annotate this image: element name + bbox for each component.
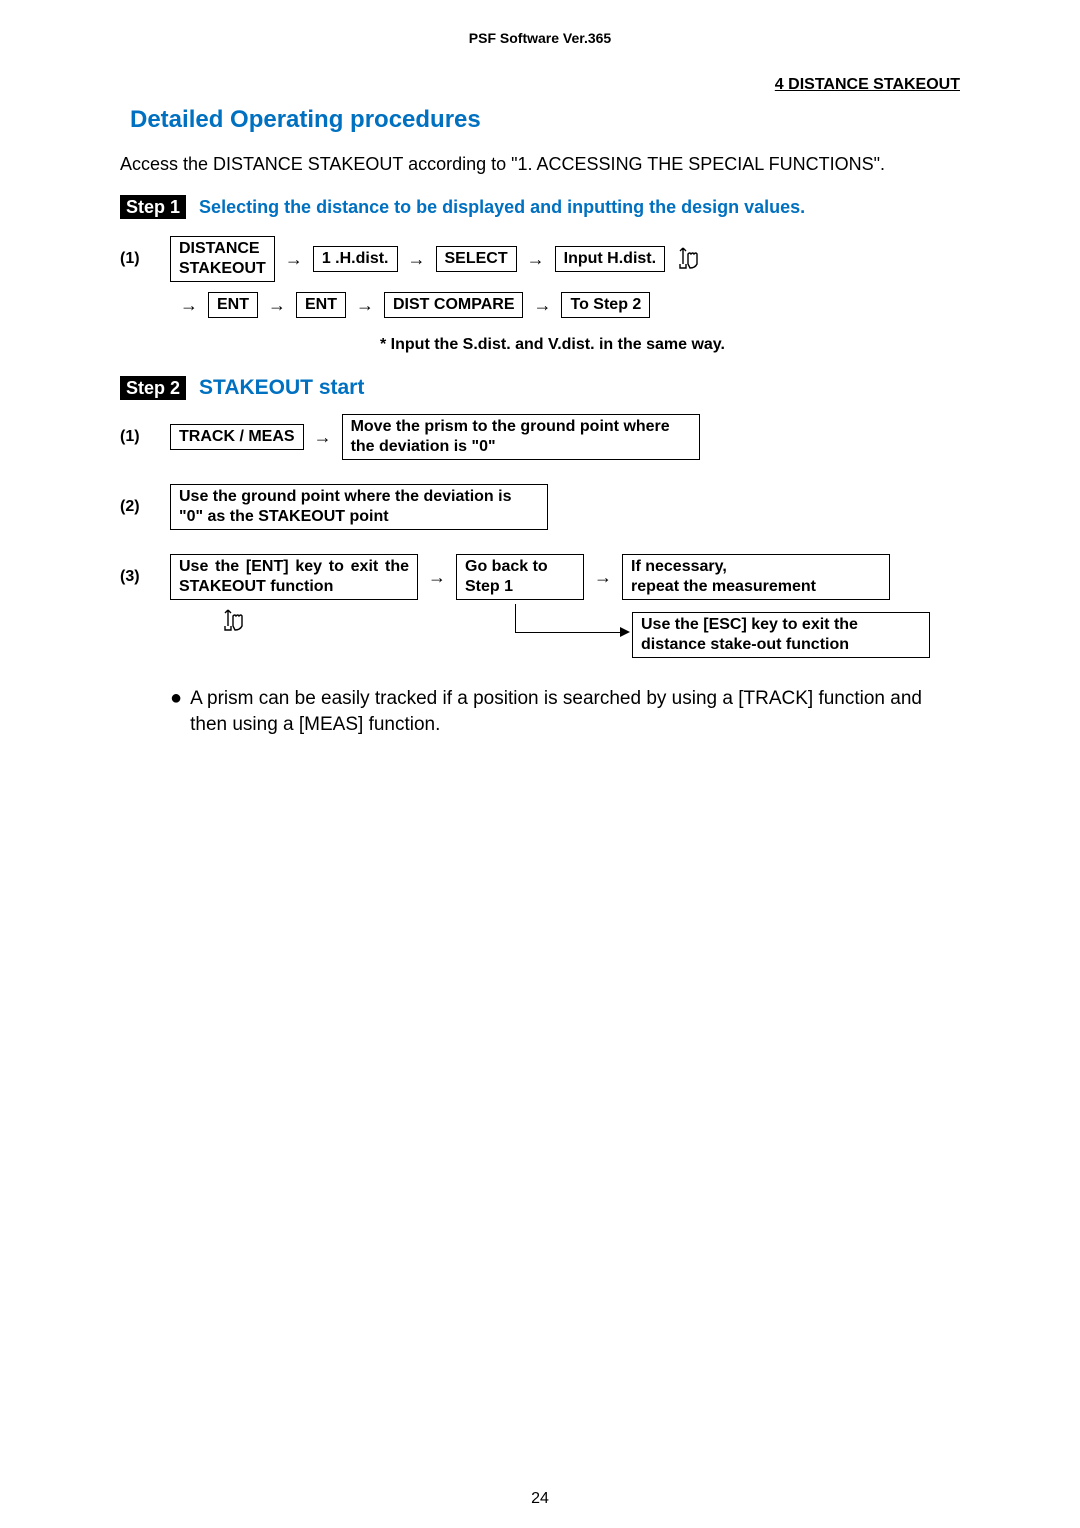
box-repeat: If necessary, repeat the measurement [622,554,890,600]
step2-row1: (1) TRACK / MEAS → Move the prism to the… [120,414,960,460]
connector-line [515,604,516,632]
connector-line [515,632,620,633]
arrow-icon: → [428,567,446,588]
access-instruction: Access the DISTANCE STAKEOUT according t… [120,154,960,175]
box-goback: Go back to Step 1 [456,554,584,600]
box-distance-stakeout: DISTANCE STAKEOUT [170,236,275,282]
cursor-icon [222,608,244,638]
page: PSF Software Ver.365 4 DISTANCE STAKEOUT… [0,0,1080,1528]
row-number: (1) [120,250,170,268]
arrow-icon: → [268,295,286,316]
box-to-step2: To Step 2 [561,292,650,318]
arrowhead-icon [620,627,630,637]
step2-title: STAKEOUT start [199,376,364,399]
box-move-prism: Move the prism to the ground point where… [342,414,700,460]
step2-row2: (2) Use the ground point where the devia… [120,484,960,530]
section-header: 4 DISTANCE STAKEOUT [120,76,960,94]
arrow-icon: → [527,249,545,270]
step1-asterisk-note: * Input the S.dist. and V.dist. in the s… [380,336,960,354]
bullet-note-text: A prism can be easily tracked if a posit… [190,686,960,737]
step2-row3: (3) Use the [ENT] key to exit the STAKEO… [120,554,960,600]
arrow-icon: → [314,427,332,448]
step1-row1-cont: → ENT → ENT → DIST COMPARE → To Step 2 [170,292,960,318]
box-use-ground: Use the ground point where the deviation… [170,484,548,530]
row-number: (3) [120,568,170,586]
page-number: 24 [0,1490,1080,1508]
step1-title: Selecting the distance to be displayed a… [199,197,805,217]
software-header: PSF Software Ver.365 [120,30,960,46]
page-title: Detailed Operating procedures [130,106,960,134]
box-hdist: 1 .H.dist. [313,246,398,272]
bullet-icon: ● [170,686,182,737]
step2-row3-branch: Use the [ESC] key to exit the distance s… [120,606,960,666]
step1-row1: (1) DISTANCE STAKEOUT → 1 .H.dist. → SEL… [120,236,960,282]
arrow-icon: → [408,249,426,270]
cursor-icon [677,246,699,276]
step1-header-row: Step 1 Selecting the distance to be disp… [120,197,960,218]
box-input-hdist: Input H.dist. [555,246,665,272]
bullet-note: ● A prism can be easily tracked if a pos… [170,686,960,737]
arrow-icon: → [533,295,551,316]
arrow-icon: → [356,295,374,316]
box-select: SELECT [436,246,517,272]
box-ent2: ENT [296,292,346,318]
box-dist-compare: DIST COMPARE [384,292,523,318]
row-number: (2) [120,498,170,516]
box-track-meas: TRACK / MEAS [170,424,304,450]
arrow-icon: → [180,295,198,316]
arrow-icon: → [594,567,612,588]
arrow-icon: → [285,249,303,270]
step2-header-row: Step 2 STAKEOUT start [120,376,960,400]
step1-badge: Step 1 [120,195,186,219]
row-number: (1) [120,428,170,446]
box-ent1: ENT [208,292,258,318]
step2-badge: Step 2 [120,376,186,400]
box-esc-exit: Use the [ESC] key to exit the distance s… [632,612,930,658]
box-ent-exit: Use the [ENT] key to exit the STAKEOUT f… [170,554,418,600]
